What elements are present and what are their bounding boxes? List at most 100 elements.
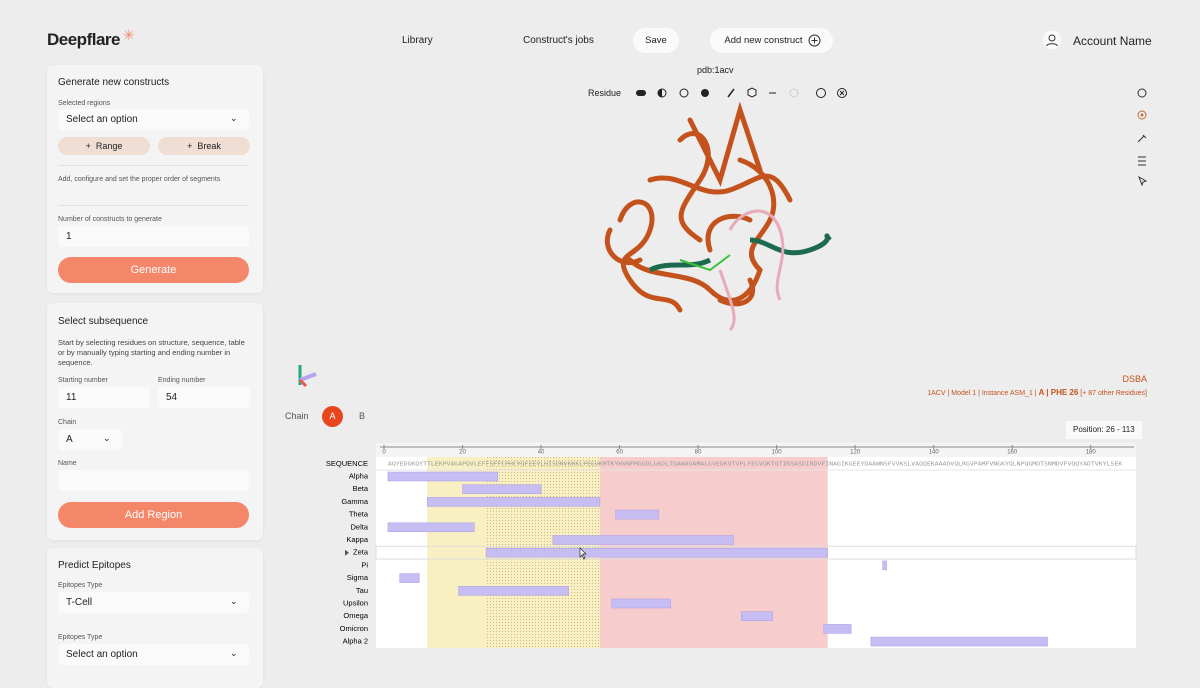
sequence-residues: AQYEDGKQYTTLEKPVAGAPQVLEFFSFFCPHCYQFEEVL… bbox=[388, 462, 1123, 468]
epitope-select[interactable]: T-Cell bbox=[58, 592, 249, 613]
track-label: Beta bbox=[353, 484, 369, 493]
feature-bar bbox=[387, 471, 499, 482]
chevron: ⌄ bbox=[230, 648, 238, 658]
account-icon[interactable] bbox=[1042, 30, 1062, 50]
chain-b[interactable]: B bbox=[359, 411, 366, 421]
label: Selected regions bbox=[58, 100, 111, 107]
generate-panel: Generate new constructs Selected regions… bbox=[47, 65, 263, 293]
account-name[interactable]: Account Name bbox=[1073, 34, 1152, 48]
range-text: Range bbox=[95, 141, 123, 151]
tick-label: 60 bbox=[616, 450, 623, 456]
label: Epitopes Type bbox=[58, 582, 103, 589]
nav-jobs[interactable]: Construct's jobs bbox=[523, 35, 594, 46]
feature-bar bbox=[485, 547, 828, 558]
side-tools[interactable] bbox=[1134, 85, 1150, 190]
panel-title: Select subsequence bbox=[58, 316, 149, 327]
plus: + bbox=[187, 141, 198, 151]
viewer-toolbar[interactable] bbox=[632, 85, 852, 101]
range-button[interactable]: + Range bbox=[58, 137, 150, 155]
feature-bar bbox=[458, 586, 569, 596]
track-label: Delta bbox=[350, 522, 368, 531]
label: Chain bbox=[58, 419, 77, 426]
sequence-label: SEQUENCE bbox=[326, 459, 368, 468]
tick-label: 40 bbox=[538, 450, 545, 456]
expand-arrow bbox=[345, 549, 349, 556]
hint: Add, configure and set the proper order … bbox=[58, 176, 221, 183]
feature-bar bbox=[611, 598, 671, 609]
track-label: Alpha 2 bbox=[343, 637, 368, 646]
track-label: Alpha bbox=[349, 471, 369, 480]
plus-icon bbox=[808, 34, 821, 47]
nav-library[interactable]: Library bbox=[402, 35, 433, 46]
chevron: ⌄ bbox=[230, 113, 238, 123]
label: Epitopes Type bbox=[58, 634, 103, 641]
axis-bg bbox=[376, 443, 1136, 457]
track-label: Theta bbox=[349, 510, 369, 519]
label: Starting number bbox=[58, 377, 108, 384]
feature-bar bbox=[823, 624, 852, 634]
epitopes-panel: Predict Epitopes Epitopes Type T-Cell ⌄ … bbox=[47, 548, 263, 688]
residue: A | PHE 26 bbox=[1038, 388, 1079, 397]
regions-select[interactable]: Select an option bbox=[58, 109, 249, 130]
tick-label: 120 bbox=[850, 450, 861, 456]
name-input[interactable] bbox=[58, 470, 249, 491]
mode-label[interactable]: Residue bbox=[588, 88, 622, 98]
subsequence-panel: Select subsequence Start by selecting re… bbox=[47, 303, 263, 540]
divider bbox=[58, 205, 249, 206]
feature-bar bbox=[615, 509, 660, 520]
feature-bar bbox=[462, 484, 542, 494]
divider bbox=[58, 165, 249, 166]
feature-bar bbox=[870, 636, 1048, 647]
track-label: Pi bbox=[361, 560, 368, 569]
tick-label: 100 bbox=[772, 450, 783, 456]
track-label: Gamma bbox=[341, 497, 369, 506]
track-label: Sigma bbox=[347, 573, 369, 582]
tick-label: 0 bbox=[382, 450, 386, 456]
tick-label: 20 bbox=[459, 450, 466, 456]
tick-label: 180 bbox=[1086, 450, 1097, 456]
break-text: Break bbox=[197, 141, 221, 151]
break-button[interactable]: + Break bbox=[158, 137, 250, 155]
label: Ending number bbox=[158, 377, 206, 384]
description: Start by selecting residues on structure… bbox=[58, 338, 245, 367]
count-input[interactable]: 1 bbox=[58, 226, 249, 247]
tick-label: 140 bbox=[929, 450, 940, 456]
cursor bbox=[579, 547, 587, 560]
logo-mark: ✳ bbox=[123, 27, 135, 43]
chevron: ⌄ bbox=[230, 596, 238, 606]
add-region-button[interactable]: Add Region bbox=[58, 502, 249, 528]
selection-info: 1ACV | Model 1 | Instance ASM_1 | A | PH… bbox=[927, 388, 1147, 397]
start-input[interactable]: 11 bbox=[58, 387, 150, 408]
track-label: Kappa bbox=[346, 535, 369, 544]
panel-title: Predict Epitopes bbox=[58, 560, 131, 571]
track-label: Upsilon bbox=[343, 598, 368, 607]
track-label: Zeta bbox=[353, 548, 369, 557]
info: 1ACV | Model 1 | Instance ASM_1 | bbox=[927, 390, 1037, 397]
epitope-select[interactable]: Select an option bbox=[58, 644, 249, 665]
label: Number of constructs to generate bbox=[58, 216, 162, 223]
feature-bar bbox=[399, 573, 420, 583]
track-label: Omega bbox=[343, 611, 368, 620]
hover-row bbox=[375, 545, 1137, 560]
plus: + bbox=[85, 141, 96, 151]
generate-button[interactable]: Generate bbox=[58, 257, 249, 283]
tick-label: 80 bbox=[695, 450, 702, 456]
track-label: Omicron bbox=[340, 624, 368, 633]
tick-label: 160 bbox=[1007, 450, 1018, 456]
position-box: Position: 26 - 113 bbox=[1066, 421, 1142, 439]
chain-label: Chain bbox=[285, 411, 309, 421]
chain-select[interactable]: A bbox=[58, 429, 122, 450]
logo[interactable]: Deepflare bbox=[47, 30, 120, 49]
chain-a[interactable]: A bbox=[322, 406, 343, 427]
end-input[interactable]: 54 bbox=[158, 387, 250, 408]
label: Name bbox=[58, 460, 77, 467]
chevron: ⌄ bbox=[103, 433, 111, 443]
save-button[interactable]: Save bbox=[633, 28, 679, 53]
feature-bar bbox=[426, 497, 601, 507]
feature-bar bbox=[882, 560, 887, 571]
track-label: Tau bbox=[356, 586, 368, 595]
protein-structure[interactable] bbox=[590, 100, 850, 340]
others: [+ 87 other Residues] bbox=[1080, 390, 1147, 397]
